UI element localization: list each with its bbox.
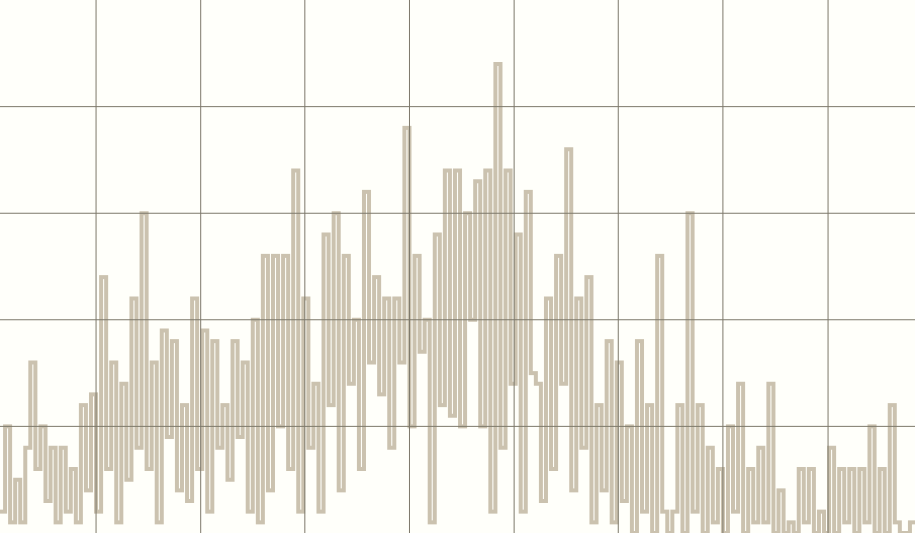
data-line (0, 61, 915, 533)
